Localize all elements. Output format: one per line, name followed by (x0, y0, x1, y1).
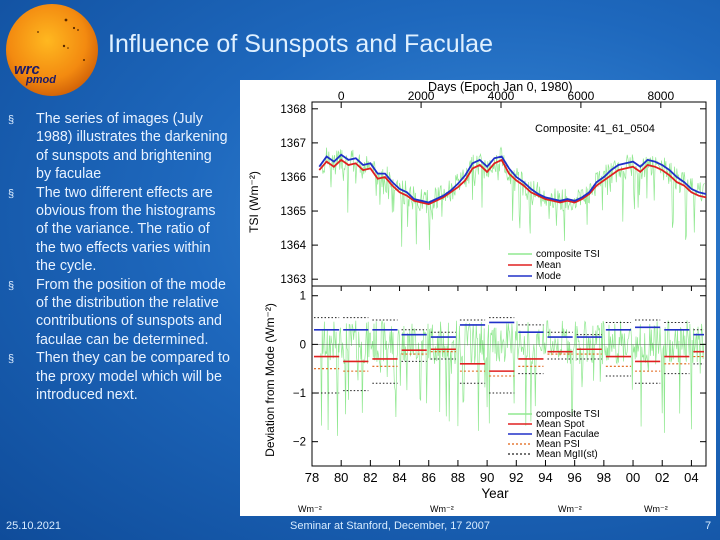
bottom-x-tick-label: 82 (363, 470, 377, 485)
legend-label: Mode (536, 271, 561, 282)
legend-label: composite TSI (536, 409, 600, 420)
bottom-y-axis-label: Deviation from Mode (Wm⁻²) (263, 303, 277, 457)
top-y-tick-label: 1364 (280, 240, 306, 252)
bottom-x-tick-label: 02 (655, 470, 669, 485)
top-y-tick-label: 1367 (280, 138, 306, 150)
bottom-y-tick-label: −2 (293, 437, 306, 449)
bottom-axis-title: Year (481, 486, 509, 501)
page-number: 7 (705, 520, 712, 532)
composite-tsi-line (320, 146, 705, 251)
series-mode-line (318, 153, 707, 204)
unit-label: Wm⁻² (298, 504, 322, 514)
bottom-y-tick-label: −1 (293, 388, 306, 400)
unit-label: Wm⁻² (558, 504, 582, 514)
bottom-x-tick-label: 94 (538, 470, 552, 485)
footer-center: Seminar at Stanford, December, 17 2007 (290, 520, 490, 532)
legend-label: Mean Spot (536, 419, 585, 430)
top-y-axis-label: TSI (Wm⁻²) (247, 171, 261, 233)
top-x-tick-label: 4000 (488, 89, 515, 103)
bottom-x-tick-label: 84 (392, 470, 406, 485)
logo-text-wrc: wrc (14, 61, 41, 78)
bottom-x-tick-label: 04 (684, 470, 698, 485)
bullet-item: § From the position of the mode of the di… (4, 276, 230, 350)
tsi-figure: 1368 1367 1366 1365 1364 1363 1 0 −1 −2 0 2000 4000 6… (240, 80, 716, 516)
top-y-tick-label: 1363 (280, 274, 306, 286)
legend-label: composite TSI (536, 249, 600, 260)
sun-logo: wrc pmod (6, 4, 98, 96)
bottom-x-tick-label: 80 (334, 470, 348, 485)
bottom-x-tick-label: 88 (451, 470, 465, 485)
bottom-legend: composite TSI Mean Spot Mean Faculae Mea… (508, 409, 600, 460)
bottom-x-tick-label: 98 (597, 470, 611, 485)
top-y-tick-label: 1366 (280, 172, 306, 184)
unit-label: Wm⁻² (430, 504, 454, 514)
logo-text-pmod: pmod (25, 74, 56, 86)
bottom-x-tick-label: 92 (509, 470, 523, 485)
composite-label: Composite: 41_61_0504 (535, 123, 655, 135)
bullet-item: § The series of images (July 1988) illust… (4, 110, 230, 184)
bottom-x-tick-label: 90 (480, 470, 494, 485)
slide-title: Influence of Sunspots and Faculae (108, 30, 493, 58)
bullet-text: Then they can be compared to the proxy m… (36, 350, 230, 404)
footer-date: 25.10.2021 (6, 520, 62, 532)
series-mean-line (318, 158, 707, 206)
bottom-panel-frame (311, 285, 707, 467)
top-axis-title: Days (Epoch Jan 0, 1980) (428, 80, 573, 94)
bottom-y-tick-label: 1 (300, 291, 306, 303)
bullet-marker-icon: § (8, 279, 15, 292)
bottom-x-tick-label: 78 (305, 470, 319, 485)
bullet-text: The series of images (July 1988) illustr… (36, 111, 228, 183)
bottom-x-tick-label: 96 (567, 470, 581, 485)
bottom-y-tick-label: 0 (300, 339, 306, 351)
bullet-marker-icon: § (8, 353, 15, 366)
legend-label: Mean Faculae (536, 429, 600, 440)
composite-deviation-line (320, 320, 705, 436)
bullet-list: § The series of images (July 1988) illust… (4, 110, 230, 405)
top-y-tick-label: 1365 (280, 206, 306, 218)
bullet-text: From the position of the mode of the dis… (36, 276, 226, 348)
bullet-marker-icon: § (8, 187, 15, 200)
top-x-tick-label: 0 (338, 89, 345, 103)
legend-label: Mean (536, 260, 561, 271)
bottom-x-tick-label: 86 (422, 470, 436, 485)
legend-label: Mean MgII(st) (536, 449, 598, 460)
top-legend: composite TSI Mean Mode (508, 249, 600, 282)
bullet-text: The two different effects are obvious fr… (36, 184, 216, 275)
top-x-tick-label: 6000 (568, 89, 595, 103)
top-x-tick-label: 8000 (647, 89, 674, 103)
bullet-item: § Then they can be compared to the proxy … (4, 349, 230, 404)
legend-label: Mean PSI (536, 439, 580, 450)
top-x-tick-label: 2000 (408, 89, 435, 103)
bullet-item: § The two different effects are obvious f… (4, 184, 230, 276)
unit-label: Wm⁻² (644, 504, 668, 514)
top-y-tick-label: 1368 (280, 104, 306, 116)
bottom-x-tick-label: 00 (626, 470, 640, 485)
bullet-marker-icon: § (8, 114, 15, 126)
